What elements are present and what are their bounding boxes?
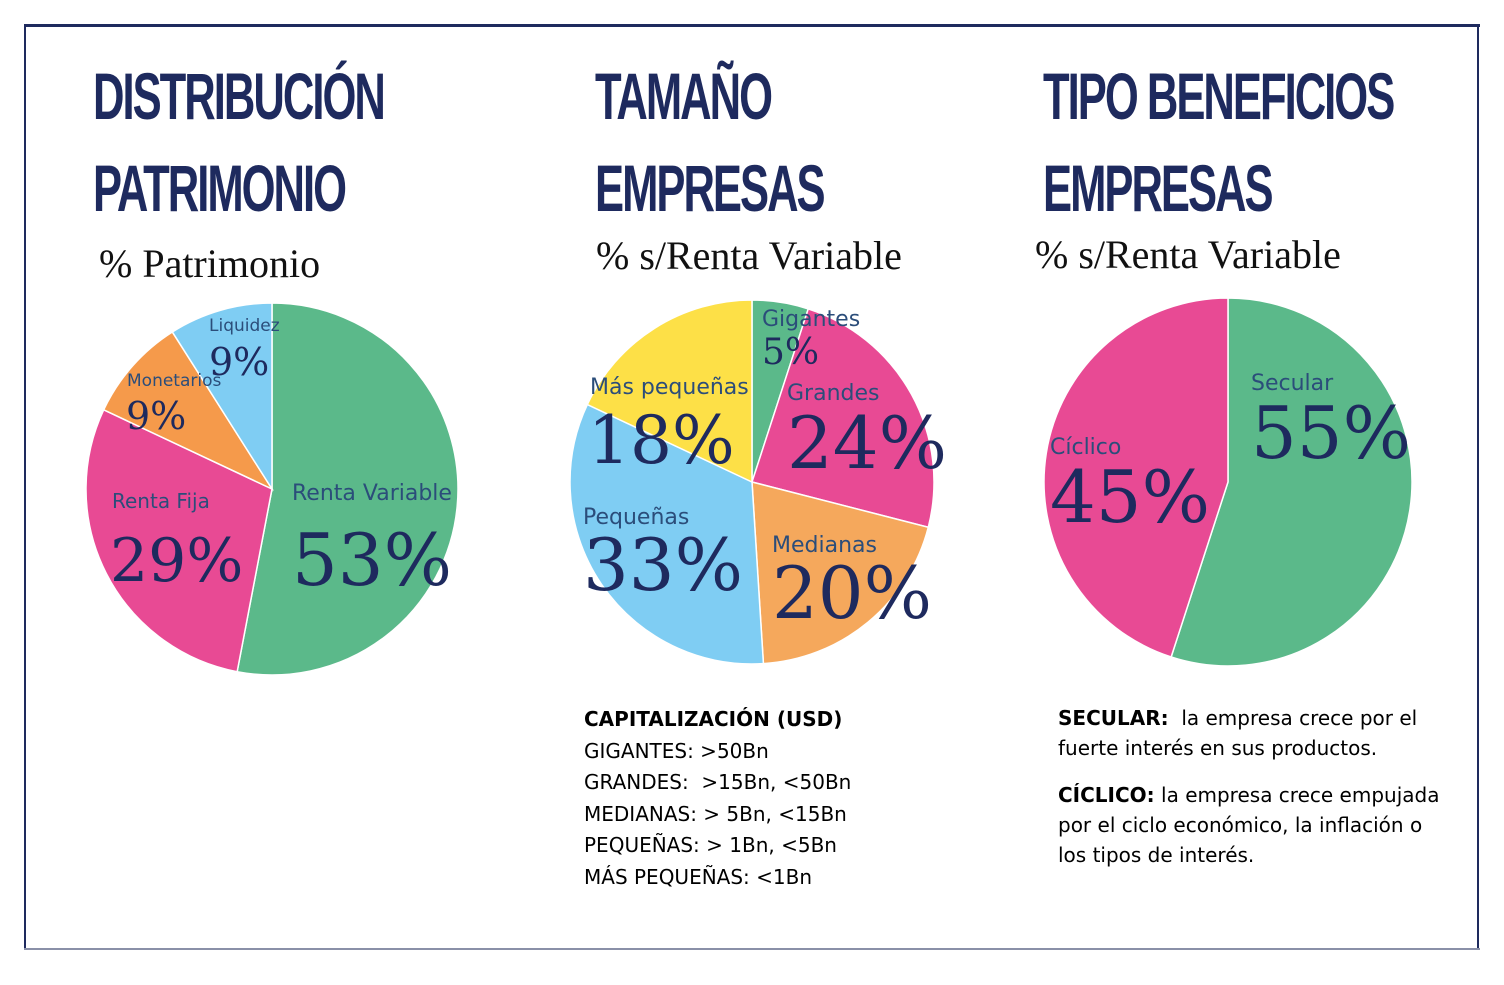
definition-secular: SECULAR: la empresa crece por el fuerte … [1058,703,1448,763]
slice-value-label: 24% [787,401,947,485]
chart-1-title-line-2: PATRIMONIO [93,151,347,225]
chart-2-title: TAMAÑO EMPRESAS [595,50,826,234]
chart-1-subtitle: % Patrimonio [99,241,321,286]
chart-3-title: TIPO BENEFICIOS EMPRESAS [1043,50,1395,234]
chart-2-subtitle: % s/Renta Variable [596,233,902,278]
definition-term: SECULAR: [1058,706,1169,730]
slice-value-label: 33% [583,523,743,607]
frame-top-border [24,24,1480,27]
slice-name-label: Monetarios [127,371,221,391]
slice-value-label: 18% [588,402,735,479]
chart-1-title-line-1: DISTRIBUCIÓN [93,59,386,133]
capitalization-line: GIGANTES: >50Bn [584,738,769,763]
capitalization-line: GRANDES: >15Bn, <50Bn [584,770,852,794]
capitalization-notes: CAPITALIZACIÓN (USD) GIGANTES: >50Bn GRA… [584,704,851,893]
chart-1-pie: Renta Variable 53% Renta Fija 29% Monetarios… [85,302,459,676]
pie-slice [85,408,273,673]
capitalization-heading: CAPITALIZACIÓN (USD) [584,707,843,731]
slice-value-label: 20% [772,551,932,635]
pie-slice [751,481,930,665]
pie-slice [569,403,765,665]
pie-slice [236,302,459,676]
slice-value-label: 45% [1050,455,1210,539]
frame-left-border [24,24,26,950]
slice-name-label: Liquidez [209,316,280,336]
chart-2-title-line-1: TAMAÑO [595,59,773,133]
pie-slice [171,302,273,492]
slice-name-label: Renta Fija [112,489,210,513]
slice-name-label: Grandes [787,381,879,406]
slice-value-label: 29% [110,526,243,596]
frame-right-border [1477,24,1479,950]
pie-slice [751,307,935,529]
slice-name-label: Pequeñas [583,505,689,530]
slice-name-label: Más pequeñas [590,375,749,400]
chart-3-subtitle: % s/Renta Variable [1035,232,1341,277]
pie-slice [586,299,753,484]
slice-name-label: Cíclico [1050,435,1121,460]
definition-term: CÍCLICO: [1058,783,1155,807]
earnings-definitions: SECULAR: la empresa crece por el fuerte … [1058,703,1448,887]
chart-2-title-line-2: EMPRESAS [595,151,826,225]
slice-value-label: 9% [209,340,269,384]
capitalization-line: MÁS PEQUEÑAS: <1Bn [584,864,813,889]
slice-name-label: Secular [1251,371,1334,396]
capitalization-line: MEDIANAS: > 5Bn, <15Bn [584,801,847,826]
slice-value-label: 9% [126,394,186,438]
slice-value-label: 53% [292,518,452,602]
pie-slice [1043,297,1229,658]
chart-1-title: DISTRIBUCIÓN PATRIMONIO [93,50,386,234]
frame-bottom-border [24,948,1480,950]
slice-name-label: Renta Variable [292,481,452,506]
slice-value-label: 5% [762,332,819,373]
slice-value-label: 55% [1251,391,1411,475]
definition-text: la empresa crece por el fuerte interés e… [1058,706,1424,760]
slice-name-label: Gigantes [762,307,860,332]
pie-slice [1170,297,1413,667]
chart-3-title-line-2: EMPRESAS [1043,151,1274,225]
pie-slice [102,330,275,491]
slice-name-label: Medianas [772,533,877,558]
chart-3-title-line-1: TIPO BENEFICIOS [1043,59,1395,133]
capitalization-line: PEQUEÑAS: > 1Bn, <5Bn [584,833,837,857]
definition-ciclico: CÍCLICO: la empresa crece empujada por e… [1058,780,1448,870]
definition-text: la empresa crece empujada por el ciclo e… [1058,783,1446,867]
